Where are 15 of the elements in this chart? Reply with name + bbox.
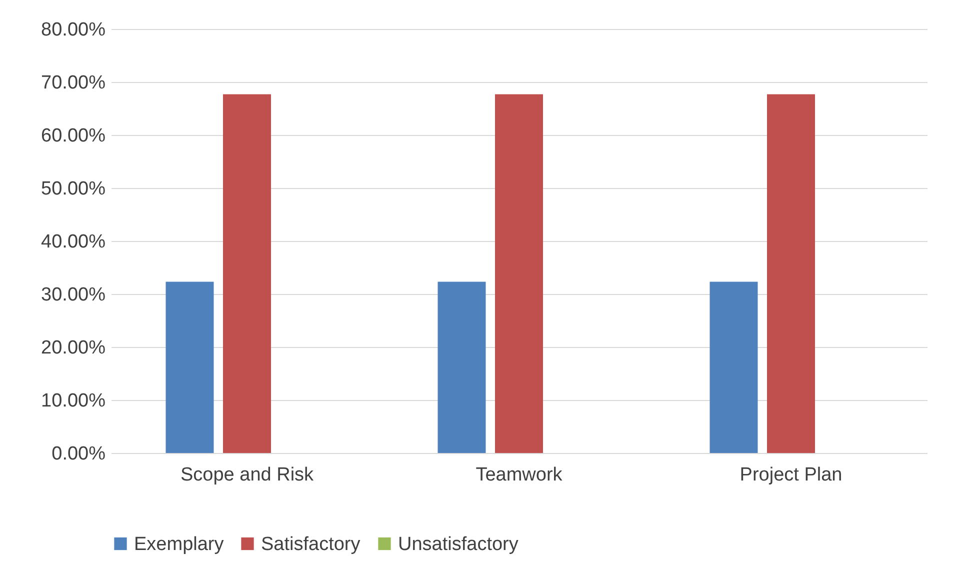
x-tick-label: Teamwork	[476, 464, 563, 486]
legend-label: Satisfactory	[261, 534, 361, 555]
y-tick-label: 0.00%	[52, 444, 106, 464]
y-tick-label: 40.00%	[41, 232, 106, 252]
y-tick-label: 80.00%	[41, 20, 106, 40]
x-tick-label: Scope and Risk	[180, 464, 314, 486]
y-tick-label: 10.00%	[41, 390, 106, 412]
y-tick-label: 60.00%	[41, 126, 106, 146]
y-tick-label: 30.00%	[41, 284, 106, 306]
y-tick-label: 50.00%	[41, 178, 106, 200]
y-tick-label: 70.00%	[41, 72, 106, 94]
legend-label: Exemplary	[134, 534, 224, 555]
x-tick-label: Project Plan	[740, 464, 842, 486]
legend-label: Unsatisfactory	[398, 534, 519, 555]
y-tick-label: 20.00%	[41, 338, 106, 358]
